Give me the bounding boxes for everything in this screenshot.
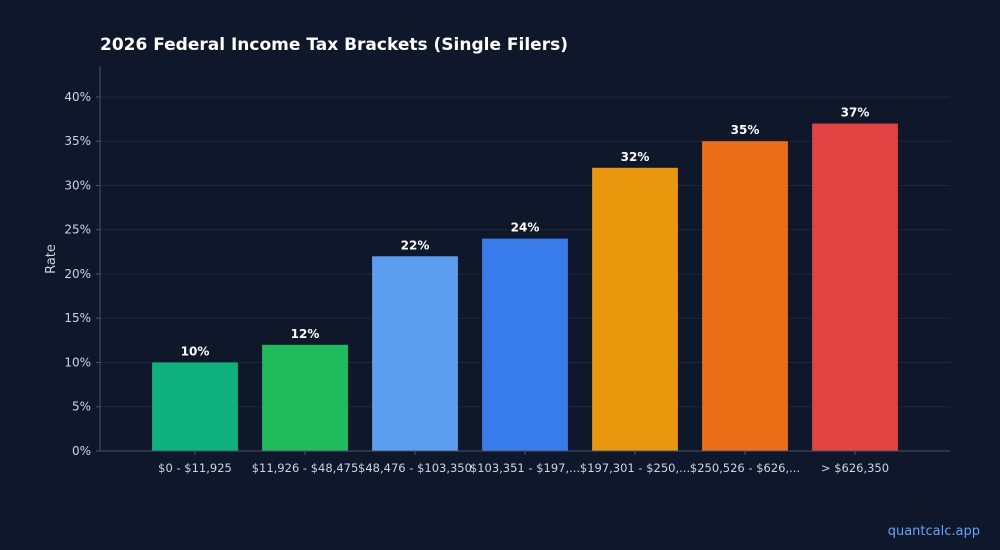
axes — [96, 66, 950, 455]
bar — [262, 344, 348, 451]
x-tick-label: > $626,350 — [821, 461, 889, 475]
y-tick-label: 40% — [64, 90, 91, 104]
y-tick-label: 5% — [72, 400, 91, 414]
x-tick-label: $197,301 - $250,... — [580, 461, 690, 475]
y-tick-label: 10% — [64, 355, 91, 369]
y-tick-label: 35% — [64, 134, 91, 148]
bar-value-label: 12% — [291, 327, 320, 341]
bar-value-label: 22% — [401, 238, 430, 252]
y-axis-label: Rate — [44, 244, 59, 274]
bar-value-label: 24% — [511, 221, 540, 235]
x-tick-label: $0 - $11,925 — [158, 461, 232, 475]
y-tick-label: 15% — [64, 311, 91, 325]
y-tick-label: 25% — [64, 223, 91, 237]
chart-title: 2026 Federal Income Tax Brackets (Single… — [100, 35, 568, 55]
labels: 0% 5% 10% 15% 20% 25% 30% 35% 40% 10% $0 - $11,925… — [64, 90, 889, 475]
watermark: quantcalc.app — [887, 524, 980, 539]
bar — [592, 167, 678, 451]
bar — [482, 238, 568, 451]
y-tick-label: 0% — [72, 444, 91, 458]
y-tick-label: 30% — [64, 178, 91, 192]
x-tick-label: $103,351 - $197,... — [470, 461, 580, 475]
bar-value-label: 32% — [621, 150, 650, 164]
bar — [152, 362, 238, 451]
bar — [812, 123, 898, 451]
x-tick-label: $48,476 - $103,350 — [358, 461, 472, 475]
x-tick-label: $250,526 - $626,... — [690, 461, 800, 475]
y-tick-label: 20% — [64, 267, 91, 281]
x-tick-label: $11,926 - $48,475 — [252, 461, 359, 475]
bar-value-label: 10% — [181, 344, 210, 358]
bar-value-label: 37% — [841, 106, 870, 120]
bar — [372, 256, 458, 451]
bar-value-label: 35% — [731, 123, 760, 137]
bars — [152, 123, 898, 451]
bar — [702, 141, 788, 451]
